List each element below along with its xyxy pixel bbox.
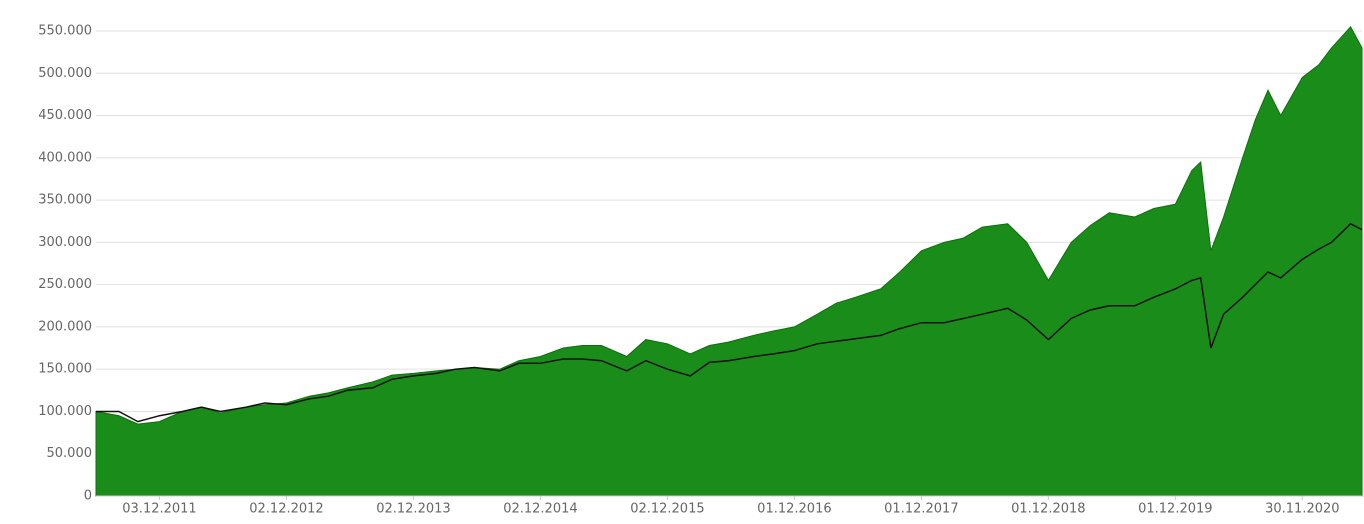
x-tick-label: 01.12.2016 — [757, 502, 831, 517]
y-tick-label: 200.000 — [38, 319, 92, 334]
x-tick-label: 30.11.2020 — [1265, 502, 1339, 517]
y-tick-label: 100.000 — [38, 404, 92, 419]
x-tick-label: 01.12.2019 — [1138, 502, 1212, 517]
x-tick-label: 01.12.2018 — [1011, 502, 1085, 517]
y-tick-label: 550.000 — [38, 24, 92, 39]
x-tick-label: 03.12.2011 — [122, 502, 196, 517]
x-tick-label: 02.12.2013 — [376, 502, 450, 517]
y-tick-label: 250.000 — [38, 277, 92, 292]
y-tick-label: 400.000 — [38, 150, 92, 165]
y-tick-label: 500.000 — [38, 66, 92, 81]
y-tick-label: 300.000 — [38, 235, 92, 250]
y-tick-label: 0 — [84, 489, 92, 504]
y-tick-label: 50.000 — [47, 446, 93, 461]
x-tick-label: 02.12.2014 — [503, 502, 577, 517]
x-tick-label: 02.12.2012 — [249, 502, 323, 517]
y-tick-label: 450.000 — [38, 108, 92, 123]
x-tick-label: 01.12.2017 — [884, 502, 958, 517]
area — [95, 25, 1363, 497]
line — [96, 222, 1363, 423]
x-tick-label: 02.12.2015 — [630, 502, 704, 517]
y-tick-label: 350.000 — [38, 193, 92, 208]
y-tick-label: 150.000 — [38, 362, 92, 377]
